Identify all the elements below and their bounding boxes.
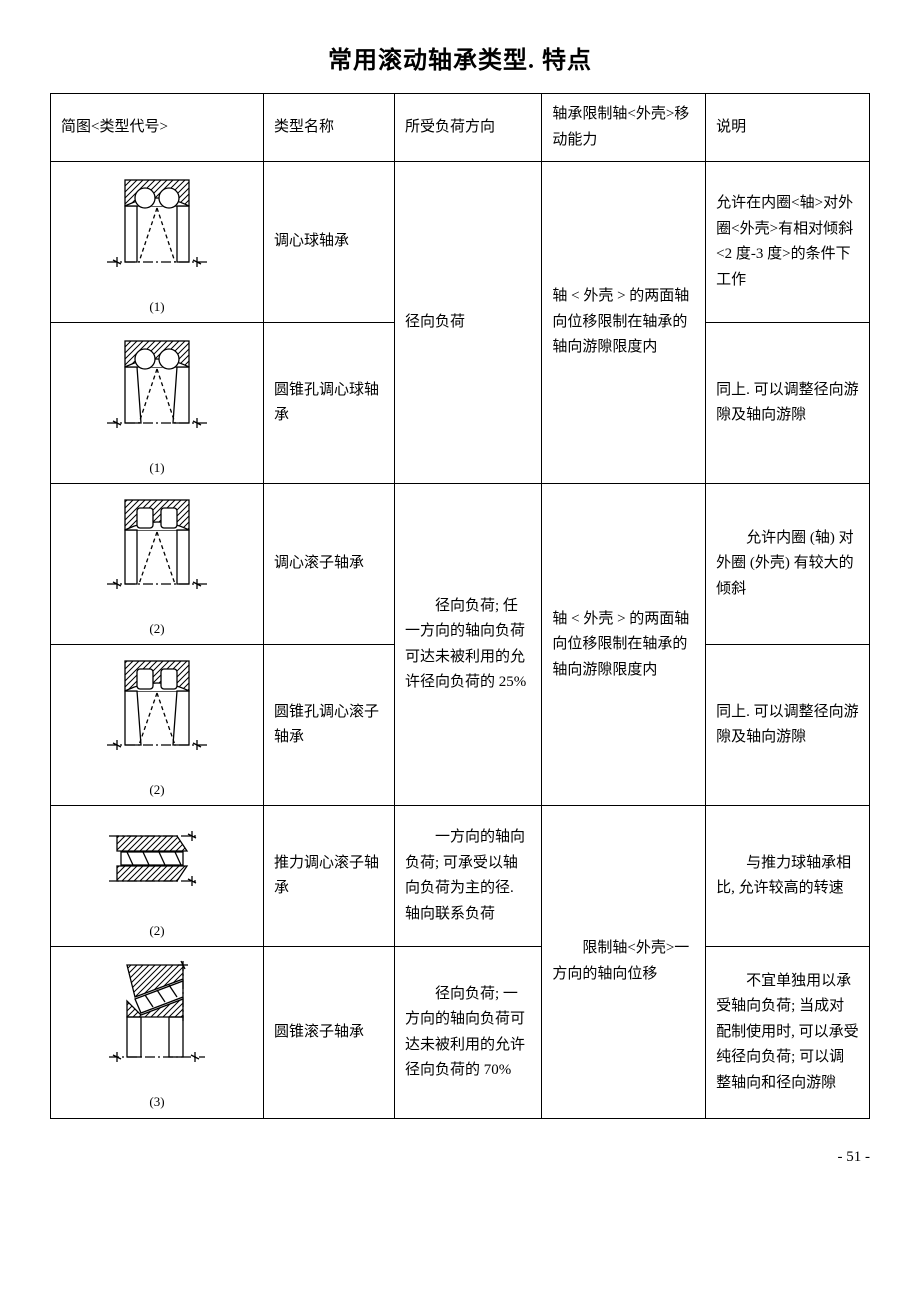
diagram-cell: (2) [51, 645, 264, 806]
bearing-table: 简图<类型代号> 类型名称 所受负荷方向 轴承限制轴<外壳>移动能力 说明 [50, 93, 870, 1119]
bearing-diagram-icon [97, 494, 217, 614]
diagram-label: (1) [55, 296, 259, 318]
description: 不宜单独用以承受轴向负荷; 当成对配制使用时, 可以承受纯径向负荷; 可以调整轴… [706, 947, 870, 1118]
bearing-diagram-icon [97, 333, 217, 453]
diagram-cell: (1) [51, 162, 264, 323]
type-name: 圆锥孔调心滚子轴承 [263, 645, 394, 806]
col-limit: 轴承限制轴<外壳>移动能力 [542, 94, 706, 162]
page-title: 常用滚动轴承类型. 特点 [50, 40, 870, 75]
type-name: 圆锥滚子轴承 [263, 947, 394, 1118]
load-direction: 径向负荷; 任一方向的轴向负荷可达未被利用的允许径向负荷的 25% [394, 484, 541, 806]
bearing-diagram-icon [97, 172, 217, 292]
diagram-label: (2) [55, 779, 259, 801]
col-diagram: 简图<类型代号> [51, 94, 264, 162]
diagram-label: (1) [55, 457, 259, 479]
description: 同上. 可以调整径向游隙及轴向游隙 [706, 645, 870, 806]
load-direction: 径向负荷 [394, 162, 541, 484]
description: 允许内圈 (轴) 对外圈 (外壳) 有较大的倾斜 [706, 484, 870, 645]
table-row: (3) 圆锥滚子轴承 径向负荷; 一方向的轴向负荷可达未被利用的允许径向负荷的 … [51, 947, 870, 1118]
limit-ability: 轴 < 外壳 > 的两面轴向位移限制在轴承的轴向游隙限度内 [542, 484, 706, 806]
diagram-cell: (3) [51, 947, 264, 1118]
diagram-label: (2) [55, 618, 259, 640]
bearing-diagram-icon [97, 816, 217, 916]
load-direction: 径向负荷; 一方向的轴向负荷可达未被利用的允许径向负荷的 70% [394, 947, 541, 1118]
description: 同上. 可以调整径向游隙及轴向游隙 [706, 323, 870, 484]
table-header-row: 简图<类型代号> 类型名称 所受负荷方向 轴承限制轴<外壳>移动能力 说明 [51, 94, 870, 162]
bearing-diagram-icon [97, 957, 217, 1087]
type-name: 推力调心滚子轴承 [263, 806, 394, 947]
type-name: 调心球轴承 [263, 162, 394, 323]
type-name: 调心滚子轴承 [263, 484, 394, 645]
table-row: (2) 推力调心滚子轴承 一方向的轴向负荷; 可承受以轴向负荷为主的径. 轴向联… [51, 806, 870, 947]
description: 允许在内圈<轴>对外圈<外壳>有相对倾斜<2 度-3 度>的条件下工作 [706, 162, 870, 323]
page-number: - 51 - [50, 1149, 870, 1166]
table-row: (1) 调心球轴承 径向负荷 轴 < 外壳 > 的两面轴向位移限制在轴承的轴向游… [51, 162, 870, 323]
diagram-cell: (2) [51, 806, 264, 947]
limit-ability: 限制轴<外壳>一方向的轴向位移 [542, 806, 706, 1118]
load-direction: 一方向的轴向负荷; 可承受以轴向负荷为主的径. 轴向联系负荷 [394, 806, 541, 947]
col-desc: 说明 [706, 94, 870, 162]
table-row: (2) 调心滚子轴承 径向负荷; 任一方向的轴向负荷可达未被利用的允许径向负荷的… [51, 484, 870, 645]
description: 与推力球轴承相比, 允许较高的转速 [706, 806, 870, 947]
bearing-diagram-icon [97, 655, 217, 775]
diagram-cell: (2) [51, 484, 264, 645]
diagram-label: (3) [55, 1091, 259, 1113]
diagram-label: (2) [55, 920, 259, 942]
col-name: 类型名称 [263, 94, 394, 162]
diagram-cell: (1) [51, 323, 264, 484]
col-load: 所受负荷方向 [394, 94, 541, 162]
type-name: 圆锥孔调心球轴承 [263, 323, 394, 484]
limit-ability: 轴 < 外壳 > 的两面轴向位移限制在轴承的轴向游隙限度内 [542, 162, 706, 484]
